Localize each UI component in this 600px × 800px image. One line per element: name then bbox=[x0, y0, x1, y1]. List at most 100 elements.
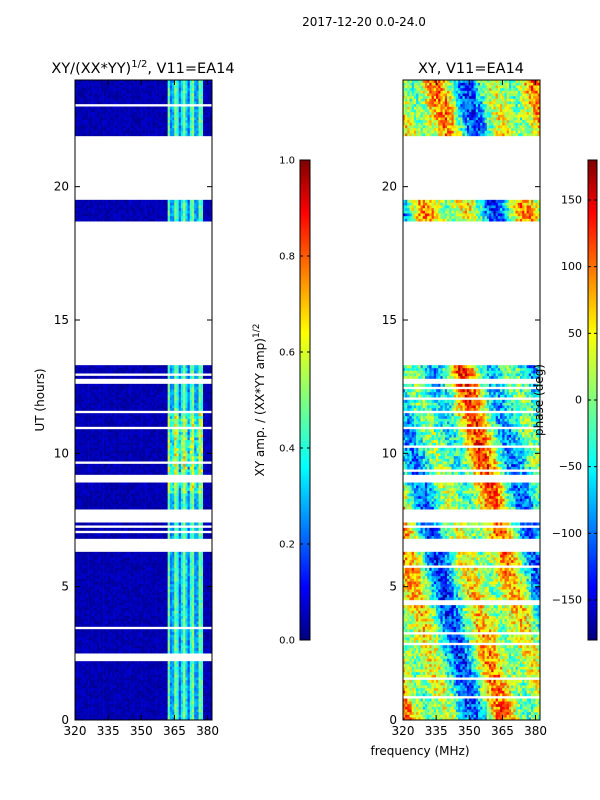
heatmap-cell bbox=[125, 557, 129, 561]
heatmap-cell bbox=[101, 583, 104, 587]
heatmap-cell bbox=[101, 677, 104, 681]
heatmap-cell bbox=[92, 591, 96, 595]
heatmap-cell bbox=[83, 591, 87, 595]
heatmap-cell bbox=[127, 631, 131, 635]
heatmap-cell bbox=[110, 661, 113, 665]
heatmap-cell bbox=[114, 581, 118, 585]
heatmap-cell bbox=[123, 714, 126, 718]
heatmap-cell bbox=[77, 690, 80, 694]
heatmap-cell bbox=[143, 709, 146, 713]
heatmap-cell bbox=[114, 503, 118, 507]
heatmap-cell bbox=[196, 463, 199, 467]
heatmap-cell bbox=[96, 455, 100, 459]
heatmap-cell bbox=[81, 581, 84, 585]
heatmap-cell bbox=[105, 482, 109, 486]
heatmap-cell bbox=[116, 685, 120, 689]
heatmap-cell bbox=[92, 498, 96, 502]
heatmap-cell bbox=[127, 645, 131, 649]
heatmap-cell bbox=[198, 471, 202, 475]
heatmap-cell bbox=[119, 666, 122, 670]
heatmap-cell bbox=[147, 554, 151, 558]
heatmap-cell bbox=[200, 701, 204, 705]
heatmap-cell bbox=[180, 551, 184, 555]
heatmap-cell bbox=[130, 575, 133, 579]
heatmap-cell bbox=[94, 557, 98, 561]
heatmap-cell bbox=[167, 631, 171, 635]
heatmap-cell bbox=[79, 498, 82, 502]
heatmap-cell bbox=[176, 706, 180, 710]
heatmap-cell bbox=[205, 501, 208, 505]
heatmap-cell bbox=[77, 605, 80, 609]
heatmap-cell bbox=[174, 583, 177, 587]
heatmap-cell bbox=[209, 487, 212, 491]
heatmap-cell bbox=[94, 717, 98, 720]
heatmap-cell bbox=[125, 591, 129, 595]
heatmap-cell bbox=[172, 703, 175, 707]
heatmap-cell bbox=[92, 631, 96, 635]
heatmap-cell bbox=[185, 487, 188, 491]
heatmap-cell bbox=[92, 469, 96, 473]
heatmap-cell bbox=[156, 522, 160, 526]
heatmap-cell bbox=[79, 562, 82, 566]
heatmap-cell bbox=[147, 527, 151, 531]
heatmap-cell bbox=[183, 639, 186, 643]
heatmap-cell bbox=[125, 605, 129, 609]
heatmap-cell bbox=[88, 687, 91, 691]
heatmap-cell bbox=[81, 573, 84, 577]
heatmap-cell bbox=[196, 581, 199, 585]
heatmap-cell bbox=[187, 709, 191, 713]
heatmap-cell bbox=[119, 703, 122, 707]
heatmap-cell bbox=[77, 583, 80, 587]
heatmap-cell bbox=[121, 469, 124, 473]
heatmap-cell bbox=[196, 703, 199, 707]
heatmap-cell bbox=[187, 535, 191, 539]
heatmap-cell bbox=[158, 533, 162, 537]
heatmap-cell bbox=[79, 466, 82, 470]
heatmap-cell bbox=[127, 581, 131, 585]
heatmap-cell bbox=[83, 623, 87, 627]
heatmap-cell bbox=[136, 610, 140, 614]
heatmap-cell bbox=[161, 591, 164, 595]
heatmap-cell bbox=[79, 711, 82, 715]
heatmap-cell bbox=[138, 453, 142, 457]
heatmap-cell bbox=[112, 714, 115, 718]
heatmap-cell bbox=[123, 575, 126, 579]
heatmap-cell bbox=[185, 687, 188, 691]
heatmap-cell bbox=[163, 490, 166, 494]
heatmap-cell bbox=[123, 557, 126, 561]
heatmap-cell bbox=[138, 466, 142, 470]
heatmap-cell bbox=[96, 663, 100, 667]
heatmap-cell bbox=[110, 703, 113, 707]
heatmap-cell bbox=[191, 631, 195, 635]
heatmap-cell bbox=[156, 463, 160, 467]
heatmap-cell bbox=[81, 621, 84, 625]
heatmap-cell bbox=[152, 693, 155, 697]
heatmap-cell bbox=[200, 679, 204, 683]
heatmap-cell bbox=[185, 671, 188, 675]
heatmap-cell bbox=[75, 690, 78, 694]
heatmap-cell bbox=[141, 661, 144, 665]
heatmap-cell bbox=[85, 645, 89, 649]
heatmap-cell bbox=[127, 575, 131, 579]
heatmap-cell bbox=[174, 453, 177, 457]
heatmap-cell bbox=[123, 706, 126, 710]
heatmap-cell bbox=[183, 682, 186, 686]
heatmap-cell bbox=[194, 618, 197, 622]
heatmap-cell bbox=[178, 589, 182, 593]
heatmap-cell bbox=[119, 589, 122, 593]
heatmap-cell bbox=[103, 575, 107, 579]
heatmap-cell bbox=[114, 711, 118, 715]
heatmap-cell bbox=[194, 501, 197, 505]
heatmap-cell bbox=[112, 634, 115, 638]
heatmap-cell bbox=[161, 693, 164, 697]
heatmap-cell bbox=[185, 677, 188, 681]
heatmap-cell bbox=[167, 637, 171, 641]
heatmap-cell bbox=[81, 703, 84, 707]
heatmap-cell bbox=[90, 463, 93, 467]
heatmap-cell bbox=[114, 605, 118, 609]
heatmap-cell bbox=[103, 501, 107, 505]
heatmap-cell bbox=[121, 578, 124, 582]
heatmap-cell bbox=[187, 551, 191, 555]
heatmap-cell bbox=[90, 493, 93, 497]
heatmap-cell bbox=[163, 637, 166, 641]
